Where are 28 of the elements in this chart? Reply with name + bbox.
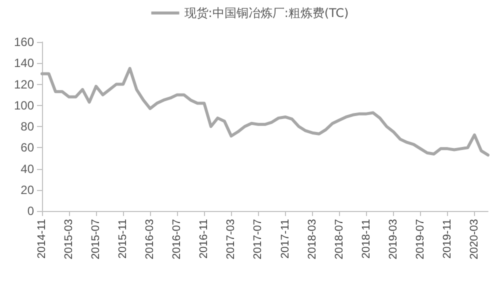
y-tick-label: 140 xyxy=(14,56,34,70)
x-tick-label: 2019-07 xyxy=(414,219,426,260)
x-tick-label: 2016-07 xyxy=(171,219,184,260)
x-tick-label: 2020-03 xyxy=(468,219,480,260)
x-tick-label: 2016-03 xyxy=(144,219,156,260)
y-tick-label: 160 xyxy=(14,35,34,49)
legend-label: 现货:中国铜冶炼厂:粗炼费(TC) xyxy=(184,6,349,20)
x-tick-label: 2016-11 xyxy=(198,219,210,259)
y-tick-label: 80 xyxy=(20,120,34,134)
x-tick-label: 2015-11 xyxy=(117,219,130,259)
x-tick-label: 2015-07 xyxy=(90,219,102,260)
x-tick-label: 2018-11 xyxy=(360,219,372,259)
x-tick-label: 2015-03 xyxy=(63,219,76,260)
x-tick-label: 2019-11 xyxy=(441,219,454,259)
x-tick-label: 2017-11 xyxy=(279,219,292,259)
y-tick-label: 40 xyxy=(20,162,34,176)
x-tick-label: 2018-03 xyxy=(306,219,318,260)
x-tick-label: 2018-07 xyxy=(333,219,346,260)
line-series xyxy=(40,66,490,157)
x-tick-label: 2017-03 xyxy=(225,219,238,260)
y-tick-label: 120 xyxy=(14,77,34,92)
y-tick-label: 100 xyxy=(14,98,34,112)
x-tick-label: 2017-07 xyxy=(252,219,264,260)
y-tick-label: 0 xyxy=(27,204,34,218)
x-tick-label: 2014-11 xyxy=(36,219,48,259)
y-tick-label: 60 xyxy=(20,140,34,155)
x-tick-label: 2019-03 xyxy=(387,219,400,260)
y-tick-label: 20 xyxy=(20,182,34,197)
